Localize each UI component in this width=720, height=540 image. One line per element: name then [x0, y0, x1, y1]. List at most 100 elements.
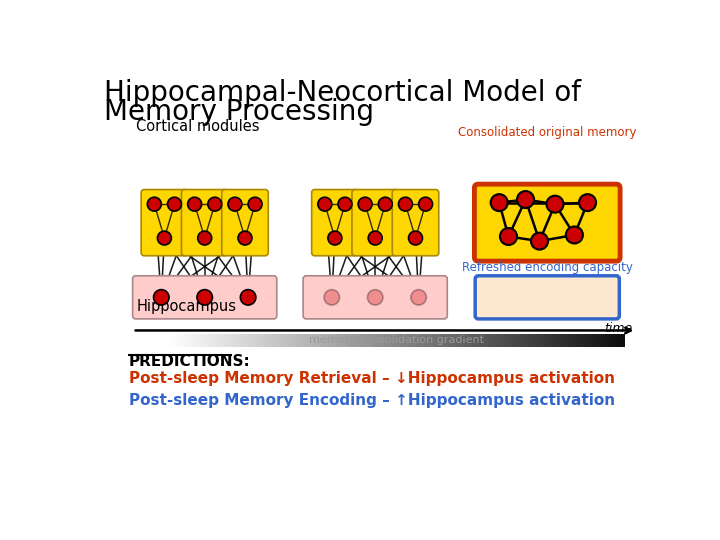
Bar — [276, 334, 278, 347]
Circle shape — [517, 191, 534, 208]
Bar — [311, 334, 313, 347]
Bar — [408, 334, 410, 347]
Bar — [553, 334, 555, 347]
Bar — [409, 334, 411, 347]
Bar — [351, 334, 353, 347]
Bar — [617, 334, 619, 347]
Bar — [423, 334, 425, 347]
Bar — [608, 334, 610, 347]
Bar — [454, 334, 455, 347]
Bar — [516, 334, 518, 347]
Bar — [294, 334, 297, 347]
Bar — [199, 334, 202, 347]
Bar — [418, 334, 420, 347]
Text: Cortical modules: Cortical modules — [137, 119, 260, 134]
Bar — [387, 334, 390, 347]
Bar — [455, 334, 457, 347]
Bar — [320, 334, 323, 347]
Bar — [402, 334, 403, 347]
Bar — [180, 334, 181, 347]
Bar — [397, 334, 399, 347]
Bar — [570, 334, 572, 347]
Bar — [469, 334, 471, 347]
Bar — [451, 334, 452, 347]
Bar — [546, 334, 549, 347]
Bar — [580, 334, 582, 347]
Bar — [328, 334, 330, 347]
Bar — [392, 334, 395, 347]
Bar — [264, 334, 266, 347]
Circle shape — [338, 197, 352, 211]
Bar — [466, 334, 467, 347]
Bar — [562, 334, 564, 347]
Bar — [559, 334, 561, 347]
Bar — [236, 334, 238, 347]
Bar — [293, 334, 294, 347]
Text: Post-sleep Memory Encoding – ↑Hippocampus activation: Post-sleep Memory Encoding – ↑Hippocampu… — [129, 393, 615, 408]
Bar — [336, 334, 338, 347]
Bar — [224, 334, 226, 347]
Bar — [591, 334, 593, 347]
Bar — [530, 334, 532, 347]
Bar — [209, 334, 211, 347]
Bar — [495, 334, 497, 347]
Bar — [225, 334, 228, 347]
Bar — [513, 334, 515, 347]
Bar — [194, 334, 195, 347]
Bar — [449, 334, 451, 347]
Bar — [287, 334, 289, 347]
Bar — [440, 334, 441, 347]
Bar — [464, 334, 466, 347]
Bar — [400, 334, 402, 347]
Bar — [432, 334, 434, 347]
Bar — [217, 334, 218, 347]
Bar — [472, 334, 474, 347]
Bar — [459, 334, 462, 347]
Bar — [327, 334, 328, 347]
Bar — [323, 334, 325, 347]
Bar — [616, 334, 618, 347]
Bar — [542, 334, 544, 347]
Bar — [210, 334, 212, 347]
Bar — [424, 334, 426, 347]
Bar — [421, 334, 423, 347]
Circle shape — [398, 197, 413, 211]
Bar — [187, 334, 189, 347]
Bar — [544, 334, 546, 347]
FancyBboxPatch shape — [474, 184, 620, 261]
Bar — [251, 334, 253, 347]
Bar — [374, 334, 376, 347]
Bar — [221, 334, 223, 347]
Bar — [197, 334, 199, 347]
Bar — [218, 334, 220, 347]
Bar — [278, 334, 279, 347]
Bar — [253, 334, 255, 347]
Bar — [526, 334, 527, 347]
Bar — [186, 334, 188, 347]
Bar — [599, 334, 600, 347]
Bar — [330, 334, 331, 347]
Bar — [538, 334, 539, 347]
Bar — [552, 334, 553, 347]
Bar — [176, 334, 179, 347]
Bar — [310, 334, 312, 347]
Bar — [244, 334, 246, 347]
Bar — [262, 334, 264, 347]
Bar — [508, 334, 510, 347]
Bar — [518, 334, 520, 347]
Bar — [609, 334, 611, 347]
Bar — [266, 334, 267, 347]
Bar — [507, 334, 509, 347]
Bar — [556, 334, 558, 347]
Bar — [490, 334, 492, 347]
Bar — [318, 334, 319, 347]
Bar — [239, 334, 241, 347]
FancyBboxPatch shape — [222, 190, 269, 256]
Bar — [415, 334, 417, 347]
Bar — [456, 334, 459, 347]
Bar — [183, 334, 185, 347]
FancyBboxPatch shape — [181, 190, 228, 256]
Bar — [305, 334, 307, 347]
Bar — [602, 334, 604, 347]
Bar — [492, 334, 494, 347]
